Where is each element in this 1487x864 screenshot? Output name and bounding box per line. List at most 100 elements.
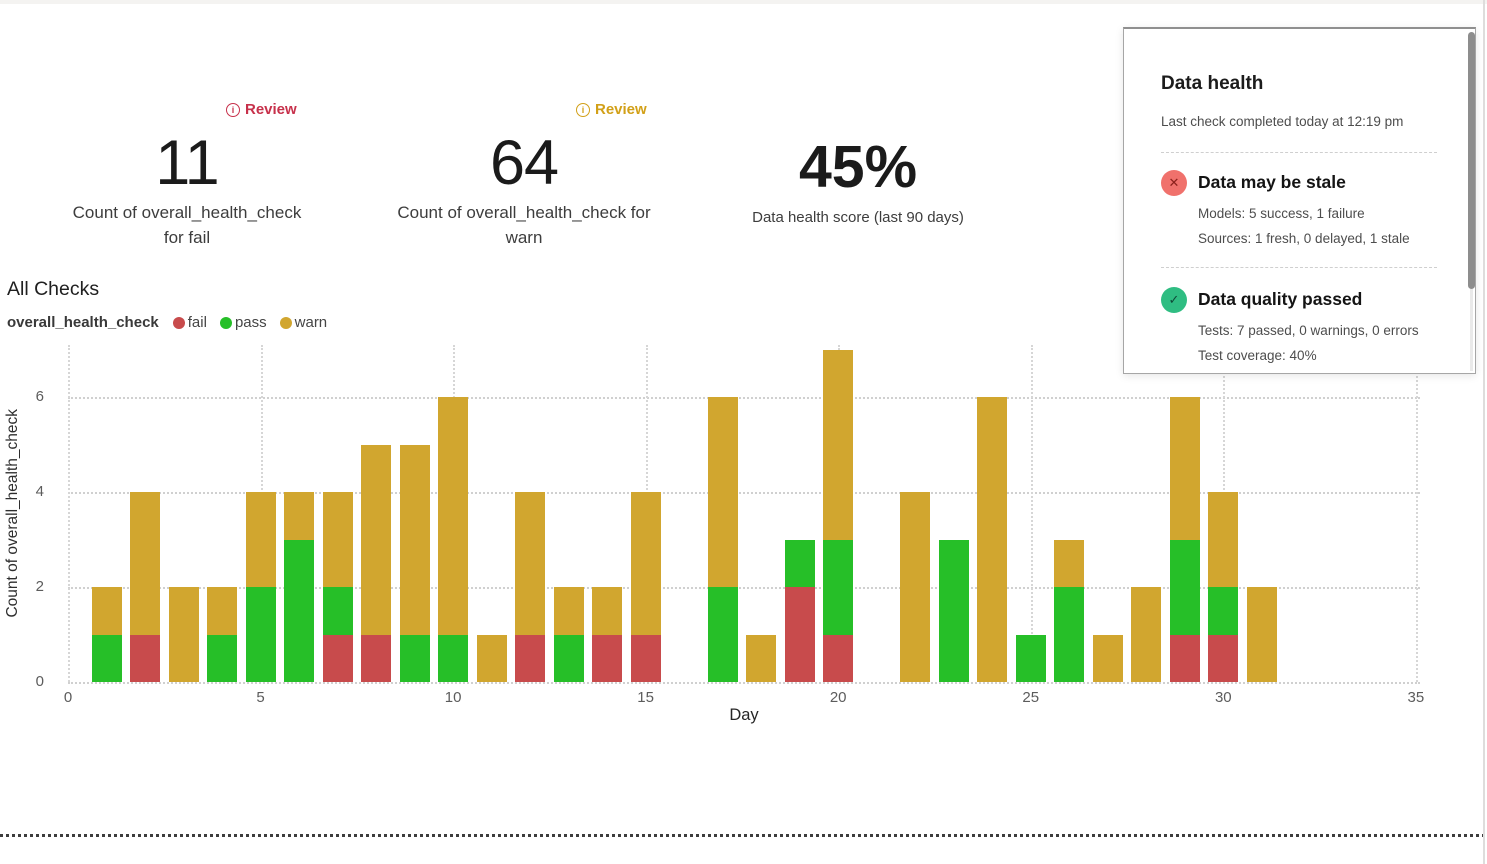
panel-scrollbar-track[interactable] xyxy=(1470,289,1473,371)
bar-day-29-pass[interactable] xyxy=(1169,539,1200,635)
info-icon: i xyxy=(576,102,590,117)
panel-title: Data health xyxy=(1161,73,1264,94)
info-icon: i xyxy=(226,102,240,117)
bar-day-19-fail[interactable] xyxy=(784,587,815,682)
bar-day-30-fail[interactable] xyxy=(1208,634,1239,682)
gridline-y-6 xyxy=(68,397,1420,399)
check-circle-icon: ✓ xyxy=(1161,287,1187,313)
bar-day-26-warn[interactable] xyxy=(1054,539,1085,587)
bar-day-20-warn[interactable] xyxy=(823,349,854,540)
bar-day-14-warn[interactable] xyxy=(592,587,623,635)
legend-item-fail[interactable]: fail xyxy=(172,314,207,331)
x-tick-label: 15 xyxy=(637,689,654,706)
gridline-x-25 xyxy=(1030,345,1033,682)
section-detail-line: Tests: 7 passed, 0 warnings, 0 errors xyxy=(1198,323,1419,338)
bar-day-3-warn[interactable] xyxy=(168,587,199,682)
x-tick-label: 5 xyxy=(256,689,265,706)
x-tick-label: 0 xyxy=(63,689,73,706)
legend-label: warn xyxy=(294,314,328,331)
section-title: Data quality passed xyxy=(1198,289,1363,309)
health-section-data-may-be-stale: ✕ Data may be stale Models: 5 success, 1 f… xyxy=(1161,170,1451,262)
bar-day-7-pass[interactable] xyxy=(322,587,353,635)
bar-day-19-pass[interactable] xyxy=(784,539,815,587)
y-tick-label: 2 xyxy=(35,578,44,595)
y-tick-label: 0 xyxy=(35,673,44,690)
y-tick-label: 4 xyxy=(35,483,44,500)
legend-item-warn[interactable]: warn xyxy=(279,314,328,331)
bar-day-15-fail[interactable] xyxy=(630,634,661,682)
bar-day-26-pass[interactable] xyxy=(1054,587,1085,682)
top-strip xyxy=(0,0,1487,4)
bar-day-20-fail[interactable] xyxy=(823,634,854,682)
review-status-fail[interactable]: i Review xyxy=(226,101,297,118)
bar-day-13-warn[interactable] xyxy=(553,587,584,635)
bar-day-9-pass[interactable] xyxy=(399,634,430,682)
bar-day-4-warn[interactable] xyxy=(207,587,238,635)
x-tick-label: 35 xyxy=(1407,689,1425,706)
bar-day-29-fail[interactable] xyxy=(1169,634,1200,682)
bar-day-20-pass[interactable] xyxy=(823,539,854,635)
bar-day-23-pass[interactable] xyxy=(938,539,969,682)
bar-day-24-warn[interactable] xyxy=(977,397,1008,682)
bar-day-2-warn[interactable] xyxy=(130,492,161,635)
bar-day-4-pass[interactable] xyxy=(207,634,238,682)
panel-scrollbar-thumb[interactable] xyxy=(1468,32,1475,289)
legend-items: fail pass warn xyxy=(172,314,340,331)
bar-day-10-warn[interactable] xyxy=(438,397,469,635)
metric-label: Data health score (last 90 days) xyxy=(752,209,964,226)
metric-label: Count of overall_health_check for fail xyxy=(72,203,302,247)
x-tick-label: 20 xyxy=(829,689,847,706)
review-status-warn[interactable]: i Review xyxy=(576,101,647,118)
bar-day-22-warn[interactable] xyxy=(900,492,931,682)
bar-day-29-warn[interactable] xyxy=(1169,397,1200,540)
bar-day-27-warn[interactable] xyxy=(1092,634,1123,682)
bar-day-13-pass[interactable] xyxy=(553,634,584,682)
bar-day-18-warn[interactable] xyxy=(746,634,777,682)
metric-value: 64 xyxy=(489,128,559,198)
x-circle-icon: ✕ xyxy=(1161,170,1187,196)
chart-legend: overall_health_check fail pass warn xyxy=(7,314,340,331)
bar-day-12-warn[interactable] xyxy=(515,492,546,635)
metric-tile-warn-count: 64 Count of overall_health_check for warn xyxy=(364,128,684,250)
page-right-scrollbar[interactable] xyxy=(1483,0,1485,864)
bar-day-11-warn[interactable] xyxy=(476,634,507,682)
bar-day-8-fail[interactable] xyxy=(361,634,392,682)
section-detail-line: Sources: 1 fresh, 0 delayed, 1 stale xyxy=(1198,231,1410,246)
bar-day-5-pass[interactable] xyxy=(245,587,276,682)
bar-day-6-warn[interactable] xyxy=(284,492,315,540)
warn-dot-icon xyxy=(279,316,292,329)
bar-day-31-warn[interactable] xyxy=(1246,587,1277,682)
metric-value: 45% xyxy=(798,134,918,200)
bar-day-7-warn[interactable] xyxy=(322,492,353,587)
bar-day-6-pass[interactable] xyxy=(284,539,315,682)
section-title: Data may be stale xyxy=(1198,172,1346,192)
fail-dot-icon xyxy=(172,316,185,329)
bar-day-17-warn[interactable] xyxy=(707,397,738,587)
data-health-panel: Data health Last check completed today a… xyxy=(1123,27,1476,374)
bar-day-12-fail[interactable] xyxy=(515,634,546,682)
gridline-y-4 xyxy=(68,492,1420,494)
x-tick-label: 10 xyxy=(444,689,462,706)
bar-day-10-pass[interactable] xyxy=(438,634,469,682)
bar-day-9-warn[interactable] xyxy=(399,444,430,635)
bar-day-17-pass[interactable] xyxy=(707,587,738,682)
metric-label: Count of overall_health_check for warn xyxy=(397,203,651,247)
legend-item-pass[interactable]: pass xyxy=(219,314,267,331)
bar-day-14-fail[interactable] xyxy=(592,634,623,682)
bar-day-28-warn[interactable] xyxy=(1131,587,1162,682)
bar-day-30-pass[interactable] xyxy=(1208,587,1239,635)
bar-day-1-pass[interactable] xyxy=(91,634,122,682)
panel-subtitle: Last check completed today at 12:19 pm xyxy=(1161,114,1404,129)
bar-day-5-warn[interactable] xyxy=(245,492,276,587)
bar-day-2-fail[interactable] xyxy=(130,634,161,682)
bar-day-1-warn[interactable] xyxy=(91,587,122,635)
panel-divider xyxy=(1161,267,1437,268)
x-tick-label: 30 xyxy=(1214,689,1232,706)
bar-day-30-warn[interactable] xyxy=(1208,492,1239,587)
bar-day-25-pass[interactable] xyxy=(1015,634,1046,682)
bar-day-15-warn[interactable] xyxy=(630,492,661,635)
bar-day-7-fail[interactable] xyxy=(322,634,353,682)
gridline-y-0 xyxy=(68,682,1420,684)
chart-title: All Checks xyxy=(7,278,100,300)
bar-day-8-warn[interactable] xyxy=(361,444,392,635)
